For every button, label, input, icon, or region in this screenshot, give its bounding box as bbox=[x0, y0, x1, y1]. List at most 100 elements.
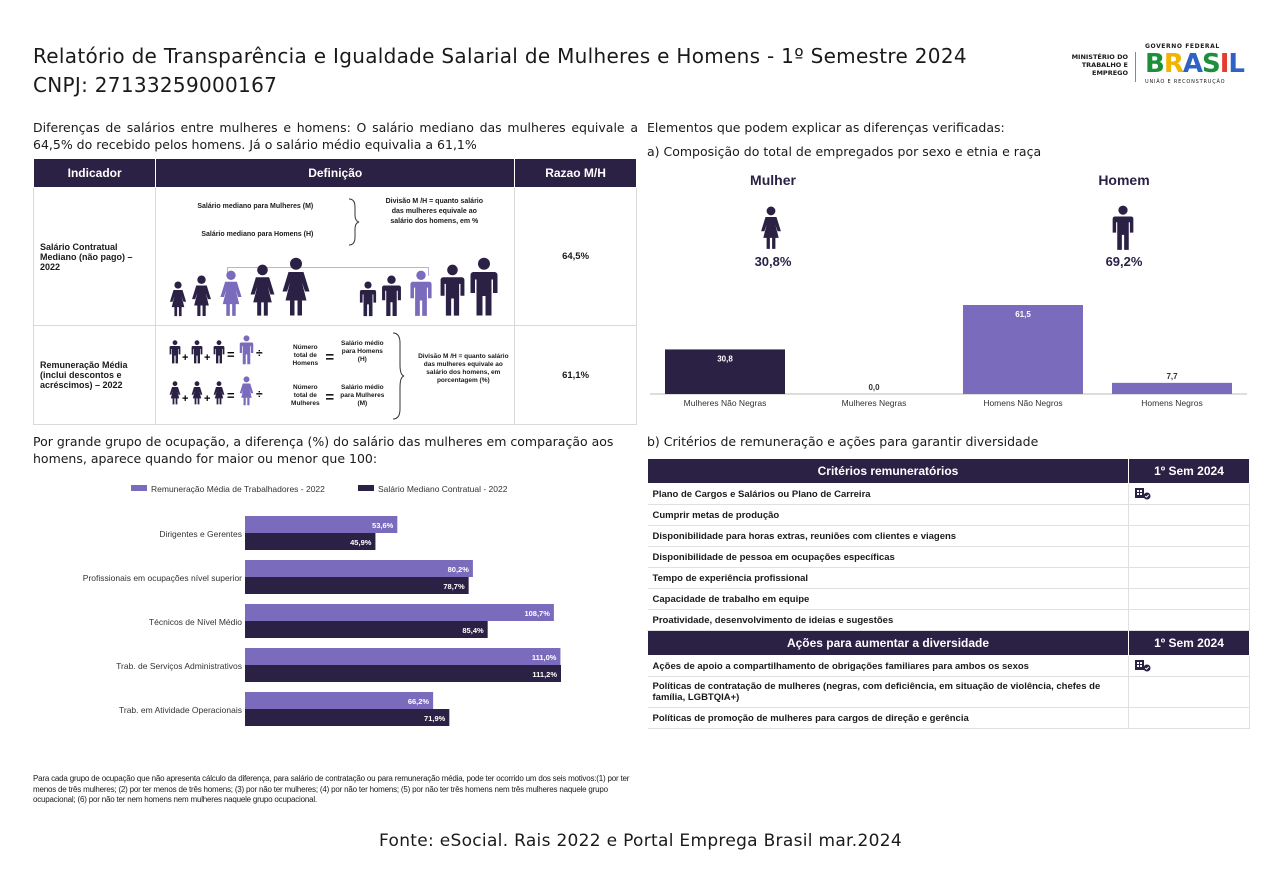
criteria-row: Tempo de experiência profissional bbox=[647, 567, 1250, 589]
government-logo: GOVERNO FEDERAL BRASIL UNIÃO E RECONSTRU… bbox=[1145, 43, 1250, 85]
eq1-total: Número total de Homens bbox=[292, 344, 319, 367]
criteria-label: Capacidade de trabalho em equipe bbox=[647, 588, 1129, 610]
median-bracket bbox=[227, 267, 430, 276]
category-label: Trab. de Serviços Administrativos bbox=[116, 661, 242, 671]
col-ratio: Razao M/H bbox=[514, 158, 637, 188]
criteria-header: Ações para aumentar a diversidade bbox=[647, 630, 1129, 656]
gov-brand: BRASIL bbox=[1145, 49, 1245, 79]
criteria-mark bbox=[1128, 676, 1250, 708]
bar-value-label: 111,0% bbox=[532, 653, 557, 662]
bar-value-label: 78,7% bbox=[443, 582, 465, 591]
indicator-average: Remuneração Média (inclui descontos e ac… bbox=[32, 325, 157, 425]
legend-label-1: Salário Mediano Contratual - 2022 bbox=[378, 484, 508, 494]
bar-composition bbox=[1112, 382, 1232, 394]
intro-text: Diferenças de salários entre mulheres e … bbox=[33, 120, 638, 152]
criteria-mark bbox=[1128, 609, 1250, 631]
building-check-icon bbox=[1134, 487, 1152, 503]
criteria-label: Tempo de experiência profissional bbox=[647, 567, 1129, 589]
criteria-row: Disponibilidade de pessoa em ocupações e… bbox=[647, 546, 1250, 568]
bar-remuneracao bbox=[245, 516, 398, 533]
bar-value-label: 0,0 bbox=[868, 383, 880, 392]
criteria-label: Políticas de promoção de mulheres para c… bbox=[647, 707, 1129, 729]
female-label: Mulher bbox=[750, 172, 796, 188]
criteria-row: Disponibilidade para horas extras, reuni… bbox=[647, 525, 1250, 547]
female-icon bbox=[761, 206, 781, 249]
svg-text:÷: ÷ bbox=[256, 346, 263, 360]
composition-bar-chart: 30,8 Mulheres Não Negras 0,0 Mulheres Negra… bbox=[650, 305, 1247, 408]
occupation-bar-chart: Remuneração Média de Trabalhadores - 202… bbox=[83, 484, 561, 726]
eq2-total: Número total de Mulheres bbox=[291, 384, 320, 407]
category-label: Técnicos de Nível Médio bbox=[149, 617, 242, 627]
def-median-men: Salário mediano para Homens (H) bbox=[201, 231, 314, 238]
criteria-mark bbox=[1128, 588, 1250, 610]
criteria-label: Disponibilidade de pessoa em ocupações e… bbox=[647, 546, 1129, 568]
bar-remuneracao bbox=[245, 560, 473, 577]
definition-average: + + = ÷ + + = ÷ Número total de Home bbox=[155, 325, 516, 425]
ratio-median: 64,5% bbox=[514, 187, 637, 326]
col-indicator: Indicador bbox=[32, 158, 157, 188]
composition-heading: Elementos que podem explicar as diferenç… bbox=[647, 120, 1005, 135]
category-label: Dirigentes e Gerentes bbox=[159, 529, 242, 539]
bar-value-label: 108,7% bbox=[524, 609, 550, 618]
criteria-row: Cumprir metas de produção bbox=[647, 504, 1250, 526]
criteria-mark bbox=[1128, 483, 1250, 505]
male-pct: 69,2% bbox=[1105, 254, 1143, 269]
criteria-header: Critérios remuneratórios bbox=[647, 458, 1129, 484]
criteria-label: Políticas de contratação de mulheres (ne… bbox=[647, 676, 1129, 708]
criteria-row: Políticas de promoção de mulheres para c… bbox=[647, 707, 1250, 729]
legend-swatch-1 bbox=[358, 485, 374, 491]
brace-icon bbox=[393, 332, 405, 420]
ratio-average: 61,1% bbox=[514, 325, 637, 425]
median-people-icons bbox=[170, 257, 498, 317]
criteria-label: Cumprir metas de produção bbox=[647, 504, 1129, 526]
bar-value-label: 111,2% bbox=[532, 670, 557, 679]
male-icon bbox=[1112, 205, 1134, 250]
category-label: Mulheres Negras bbox=[842, 398, 907, 408]
criteria-mark bbox=[1128, 567, 1250, 589]
bar-value-label: 45,9% bbox=[350, 538, 372, 547]
indicator-median: Salário Contratual Mediano (não pago) – … bbox=[32, 187, 157, 326]
legend-label-0: Remuneração Média de Trabalhadores - 202… bbox=[151, 484, 325, 494]
svg-text:+: + bbox=[182, 393, 188, 405]
bar-salario bbox=[245, 709, 450, 726]
criteria-mark bbox=[1128, 707, 1250, 729]
criteria-mark bbox=[1128, 546, 1250, 568]
def-division-median: Divisão M /H = quanto salário das mulher… bbox=[385, 198, 484, 225]
brace-icon bbox=[349, 198, 360, 246]
definition-table: Indicador Definição Razao M/H Salário Co… bbox=[32, 158, 637, 425]
criteria-period: 1º Sem 2024 bbox=[1128, 630, 1250, 656]
criteria-label: Proatividade, desenvolvimento de ideias … bbox=[647, 609, 1129, 631]
bar-value-label: 7,7 bbox=[1166, 372, 1178, 381]
criteria-label: Disponibilidade para horas extras, reuni… bbox=[647, 525, 1129, 547]
bar-value-label: 80,2% bbox=[448, 565, 470, 574]
criteria-mark bbox=[1128, 525, 1250, 547]
female-pct: 30,8% bbox=[754, 254, 792, 269]
category-label: Mulheres Não Negras bbox=[684, 398, 767, 408]
col-definition: Definição bbox=[155, 158, 516, 188]
building-check-icon bbox=[1134, 659, 1152, 675]
svg-text:=: = bbox=[227, 347, 235, 362]
bar-salario bbox=[245, 665, 561, 682]
criteria-mark bbox=[1128, 504, 1250, 526]
svg-text:+: + bbox=[204, 352, 210, 364]
legend-swatch-0 bbox=[131, 485, 147, 491]
category-label: Profissionais em ocupações nível superio… bbox=[83, 573, 242, 583]
eq1-result: Salário médio para Homens (H) bbox=[341, 340, 384, 363]
eq2-result: Salário médio para Mulheres (M) bbox=[340, 384, 385, 407]
svg-text:÷: ÷ bbox=[256, 387, 263, 401]
svg-text:+: + bbox=[182, 352, 188, 364]
criteria-row: Plano de Cargos e Salários ou Plano de C… bbox=[647, 483, 1250, 505]
bar-composition bbox=[963, 305, 1083, 394]
bar-salario bbox=[245, 577, 469, 594]
male-label: Homem bbox=[1098, 172, 1150, 188]
bar-value-label: 53,6% bbox=[372, 521, 394, 530]
criteria-label: Plano de Cargos e Salários ou Plano de C… bbox=[647, 483, 1129, 505]
criteria-row: Políticas de contratação de mulheres (ne… bbox=[647, 676, 1250, 708]
criteria-table: Critérios remuneratórios 1º Sem 2024 Plano… bbox=[647, 458, 1250, 729]
category-label: Homens Negros bbox=[1141, 398, 1202, 408]
def-division-average: Divisão M /H = quanto salário das mulher… bbox=[418, 353, 509, 384]
footnote: Para cada grupo de ocupação que não apre… bbox=[33, 774, 630, 804]
bar-salario bbox=[245, 621, 488, 638]
svg-text:+: + bbox=[204, 393, 210, 405]
bar-remuneracao bbox=[245, 604, 554, 621]
